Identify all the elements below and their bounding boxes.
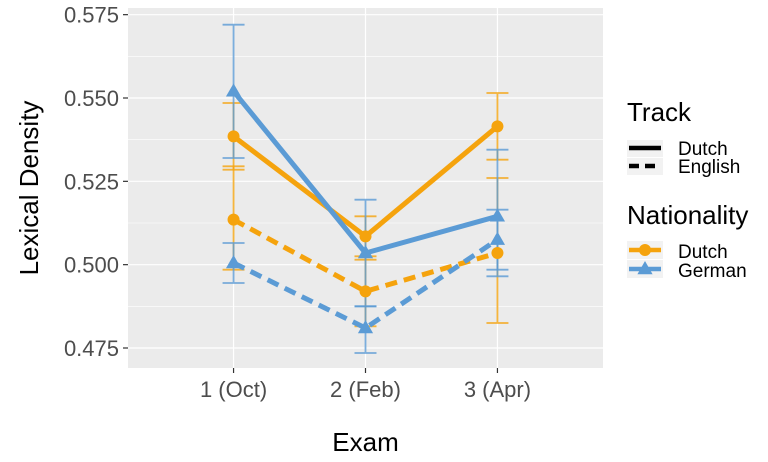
- series-markers: [225, 83, 506, 334]
- triangle-marker: [489, 208, 506, 222]
- x-tick-label: 3 (Apr): [464, 377, 531, 402]
- x-axis: 1 (Oct) 2 (Feb) 3 (Apr): [200, 368, 531, 402]
- legend-nationality-title: Nationality: [627, 200, 748, 230]
- circle-marker: [227, 213, 240, 226]
- series-line: [232, 237, 499, 331]
- circle-marker: [227, 130, 240, 143]
- x-tick-label: 2 (Feb): [330, 377, 401, 402]
- x-axis-title: Exam: [332, 427, 398, 457]
- legend-nationality-item-dutch: Dutch: [678, 242, 728, 263]
- legend-track-title: Track: [627, 97, 692, 127]
- triangle-marker: [489, 231, 506, 245]
- legend-track-item-dutch: Dutch: [678, 139, 728, 160]
- circle-marker: [359, 285, 372, 298]
- circle-marker: [359, 230, 372, 243]
- triangle-marker: [225, 255, 242, 269]
- triangle-marker: [357, 245, 374, 259]
- legend-track-item-english: English: [678, 157, 740, 178]
- y-tick-label: 0.475: [64, 336, 119, 361]
- legend: Track Dutch English Nationality Dutch Ge…: [627, 97, 748, 282]
- x-tick-label: 1 (Oct): [200, 377, 267, 402]
- y-tick-label: 0.500: [64, 253, 119, 278]
- y-tick-label: 0.575: [64, 3, 119, 28]
- legend-key-circle-marker: [639, 244, 651, 256]
- legend-nationality-item-german: German: [678, 261, 747, 282]
- circle-marker: [491, 247, 504, 259]
- triangle-marker: [357, 320, 374, 334]
- y-tick-label: 0.525: [64, 169, 119, 194]
- circle-marker: [491, 120, 504, 133]
- y-axis: 0.475 0.500 0.525 0.550 0.575: [64, 3, 128, 361]
- y-tick-label: 0.550: [64, 86, 119, 111]
- y-axis-title: Lexical Density: [14, 101, 44, 276]
- triangle-marker: [225, 83, 242, 97]
- legend-keys: [627, 140, 663, 278]
- legend-key-triangle-marker: [637, 261, 653, 275]
